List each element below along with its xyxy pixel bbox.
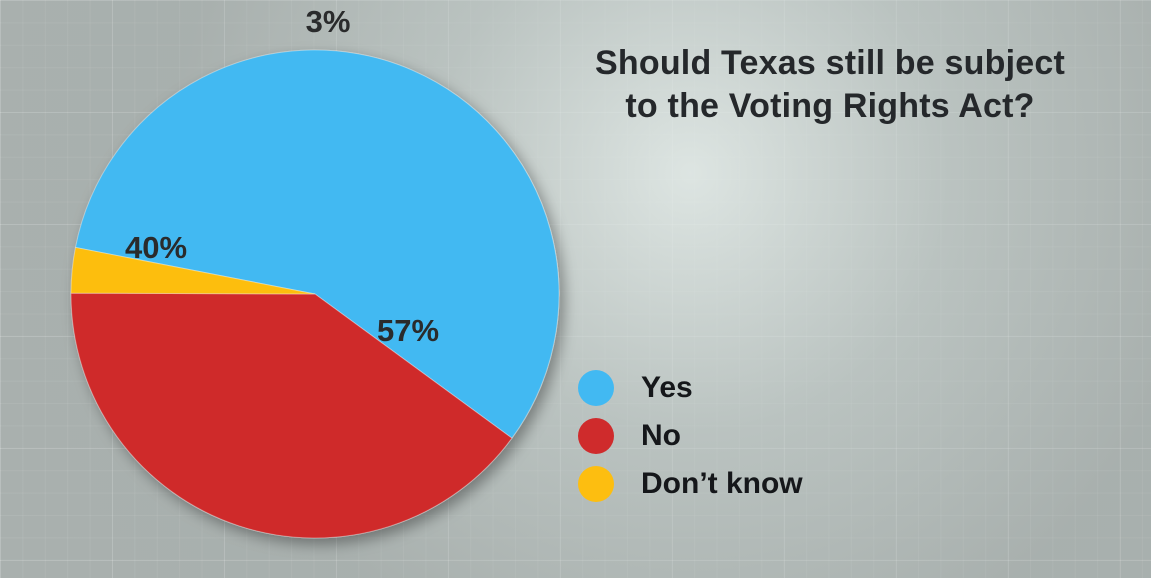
legend-label-dont-know: Don’t know (641, 467, 803, 500)
slice-label-dont-know: 3% (306, 4, 351, 39)
slice-label-yes: 57% (377, 313, 439, 348)
legend-swatch-no (578, 418, 614, 454)
legend-swatch-yes (578, 370, 614, 406)
legend: Yes No Don’t know (578, 364, 803, 508)
pie-slice-no (70, 292, 513, 539)
pie-labels: 57% 40% 3% (125, 4, 439, 348)
chart-title: Should Texas still be subject to the Vot… (520, 42, 1140, 128)
pie-slice-dont-know (70, 246, 316, 295)
legend-label-no: No (641, 419, 681, 452)
pie-slice-yes (74, 49, 560, 439)
chart-title-line-1: Should Texas still be subject (595, 44, 1065, 82)
legend-item-dont-know: Don’t know (578, 460, 803, 508)
legend-item-yes: Yes (578, 364, 803, 412)
legend-label-yes: Yes (641, 371, 693, 404)
chart-title-line-2: to the Voting Rights Act? (625, 87, 1035, 125)
legend-swatch-dont-know (578, 466, 614, 502)
legend-item-no: No (578, 412, 803, 460)
pie-slices (70, 49, 560, 539)
slice-label-no: 40% (125, 230, 187, 265)
